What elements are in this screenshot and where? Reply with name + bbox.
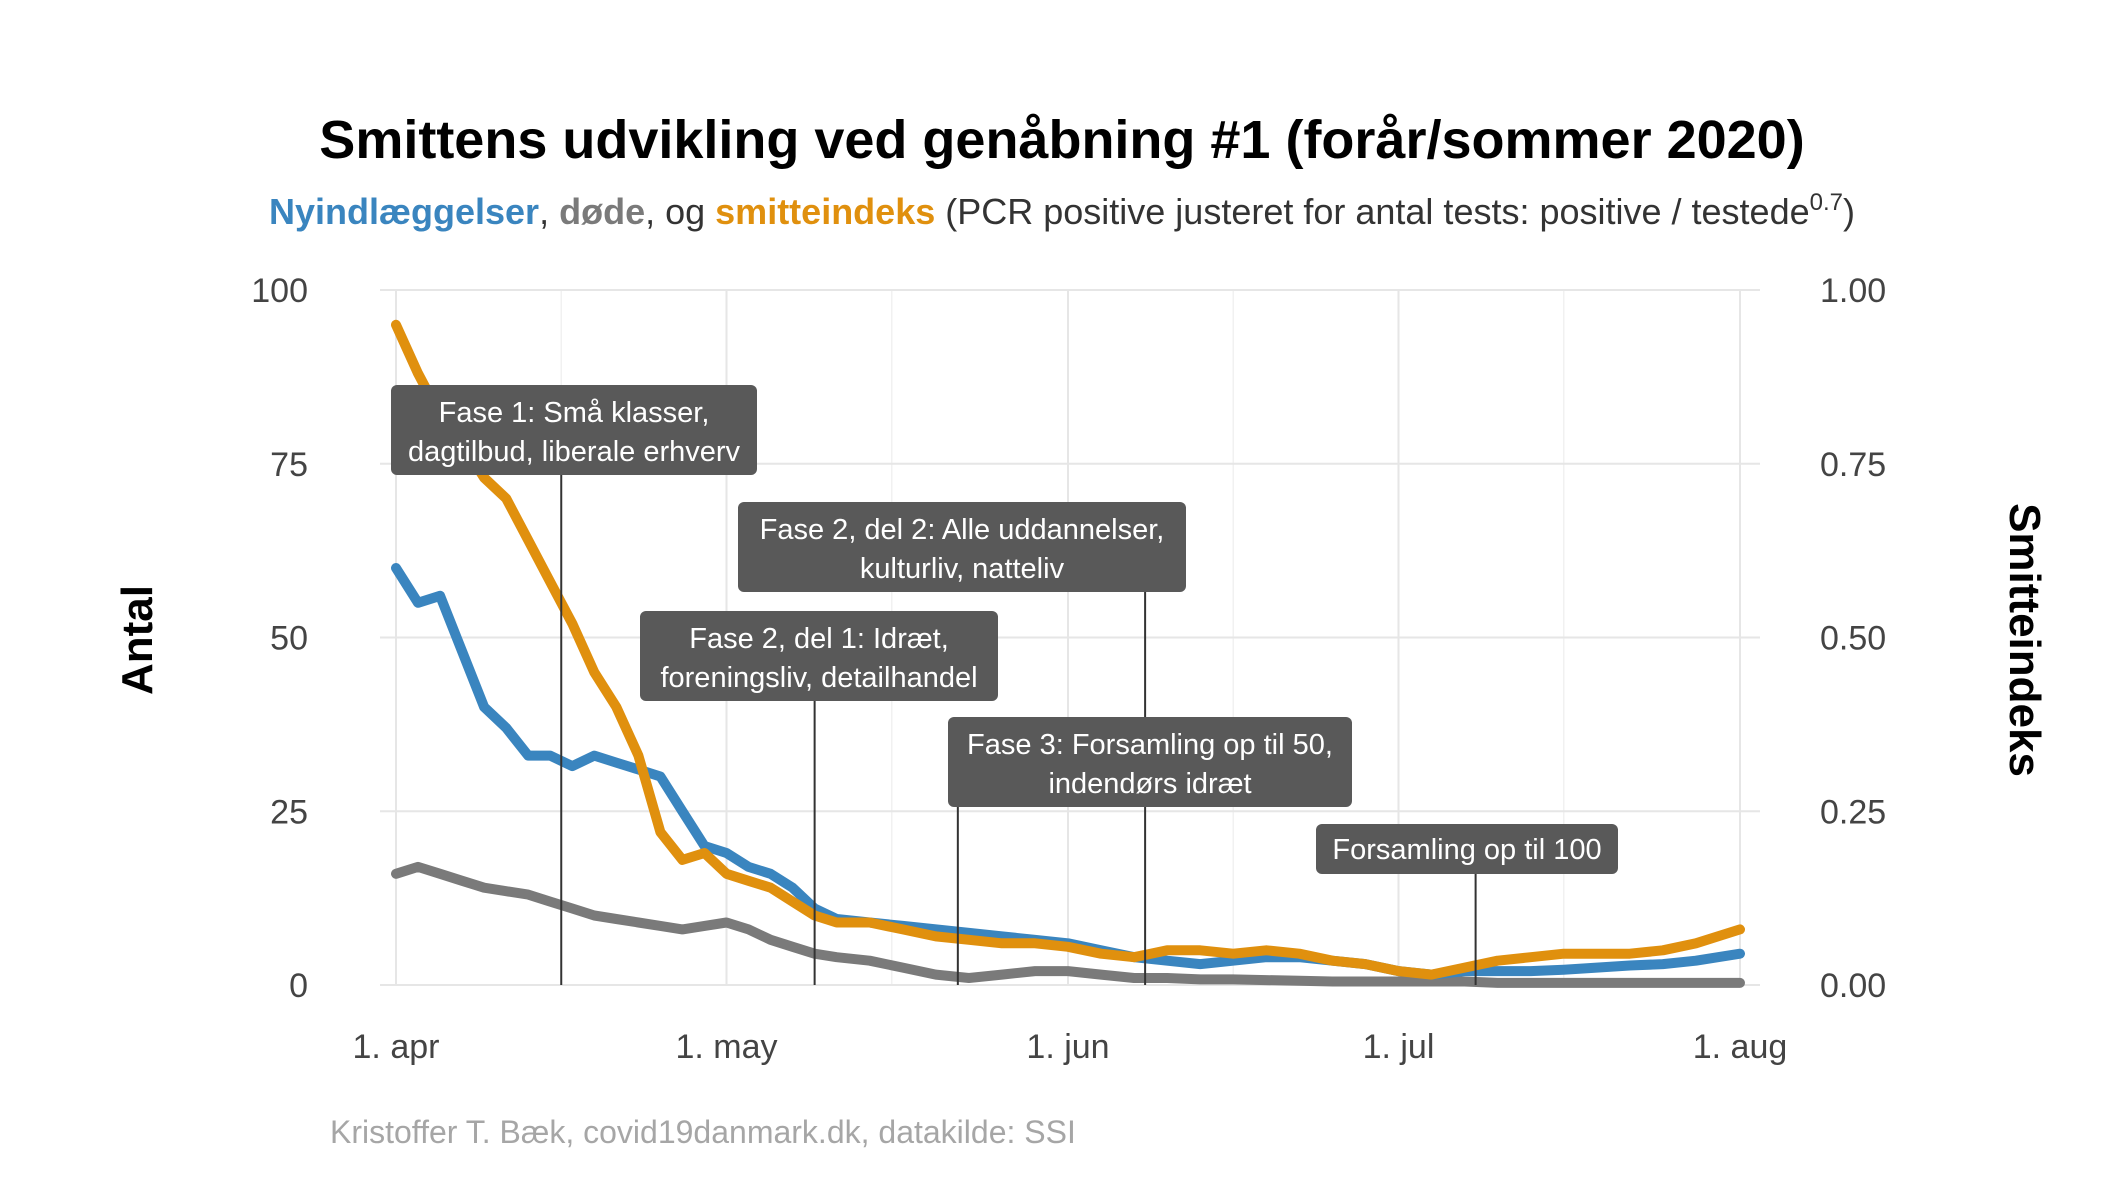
annotation-text-line1: Fase 2, del 1: Idræt, (689, 623, 949, 655)
series-lines (391, 319, 1745, 988)
x-tick-label: 1. aug (1693, 1028, 1788, 1066)
annotation-text-line2: indendørs idræt (1048, 768, 1251, 800)
chart-title: Smittens udvikling ved genåbning #1 (for… (319, 110, 1804, 170)
subtitle-description: (PCR positive justeret for antal tests: … (935, 191, 1809, 232)
annotation-box (1316, 824, 1618, 874)
y-tick-label-right: 0.25 (1820, 793, 1886, 831)
annotation-box (948, 717, 1352, 807)
y-tick-label-right: 1.00 (1820, 272, 1886, 310)
subtitle-sep-1: , (539, 191, 559, 232)
x-tick-label: 1. jun (1026, 1028, 1109, 1066)
x-tick-label: 1. jul (1363, 1028, 1435, 1066)
annotation-box (640, 611, 998, 701)
annotation-box (738, 502, 1186, 592)
y-tick-label-right: 0.00 (1820, 967, 1886, 1005)
x-tick-label: 1. apr (353, 1028, 440, 1066)
annotation-text-line1: Forsamling op til 100 (1332, 834, 1601, 866)
y-axis-left-title: Antal (113, 585, 162, 695)
subtitle-close: ) (1843, 191, 1855, 232)
annotation-text-line2: kulturliv, natteliv (860, 553, 1065, 585)
annotations: Fase 1: Små klasser, dagtilbud, liberale … (391, 385, 1618, 985)
axis-ticks: 1. apr 1. may 1. jun 1. jul 1. aug 0 0.00 25 0.2… (251, 272, 1886, 1066)
subtitle-exponent: 0.7 (1810, 189, 1843, 216)
y-tick-label-left: 0 (289, 967, 308, 1005)
annotation-text-line2: dagtilbud, liberale erhverv (408, 436, 741, 468)
chart-subtitle: Nyindlæggelser, døde, og smitteindeks (P… (269, 189, 1855, 232)
y-tick-label-left: 25 (270, 793, 308, 831)
y-tick-label-left: 50 (270, 620, 308, 658)
x-tick-label: 1. may (675, 1028, 777, 1066)
annotation-text-line1: Fase 1: Små klasser, (439, 397, 710, 429)
annotation-text-line2: foreningsliv, detailhandel (660, 662, 977, 694)
y-tick-label-left: 100 (251, 272, 308, 310)
subtitle-deaths-label: døde (559, 191, 645, 232)
deaths-series-line (391, 861, 1745, 988)
index-series-line (391, 319, 1745, 980)
y-tick-label-left: 75 (270, 446, 308, 484)
subtitle-sep-2: , og (645, 191, 715, 232)
subtitle-index-label: smitteindeks (715, 191, 935, 232)
chart-caption: Kristoffer T. Bæk, covid19danmark.dk, da… (330, 1114, 1076, 1150)
annotation-text-line1: Fase 2, del 2: Alle uddannelser, (760, 514, 1165, 546)
subtitle-hosp-label: Nyindlæggelser (269, 191, 539, 232)
y-axis-right-title: Smitteindeks (2000, 503, 2049, 777)
annotation-text-line1: Fase 3: Forsamling op til 50, (967, 729, 1333, 761)
y-tick-label-right: 0.50 (1820, 620, 1886, 658)
annotation-box (391, 385, 757, 475)
y-tick-label-right: 0.75 (1820, 446, 1886, 484)
